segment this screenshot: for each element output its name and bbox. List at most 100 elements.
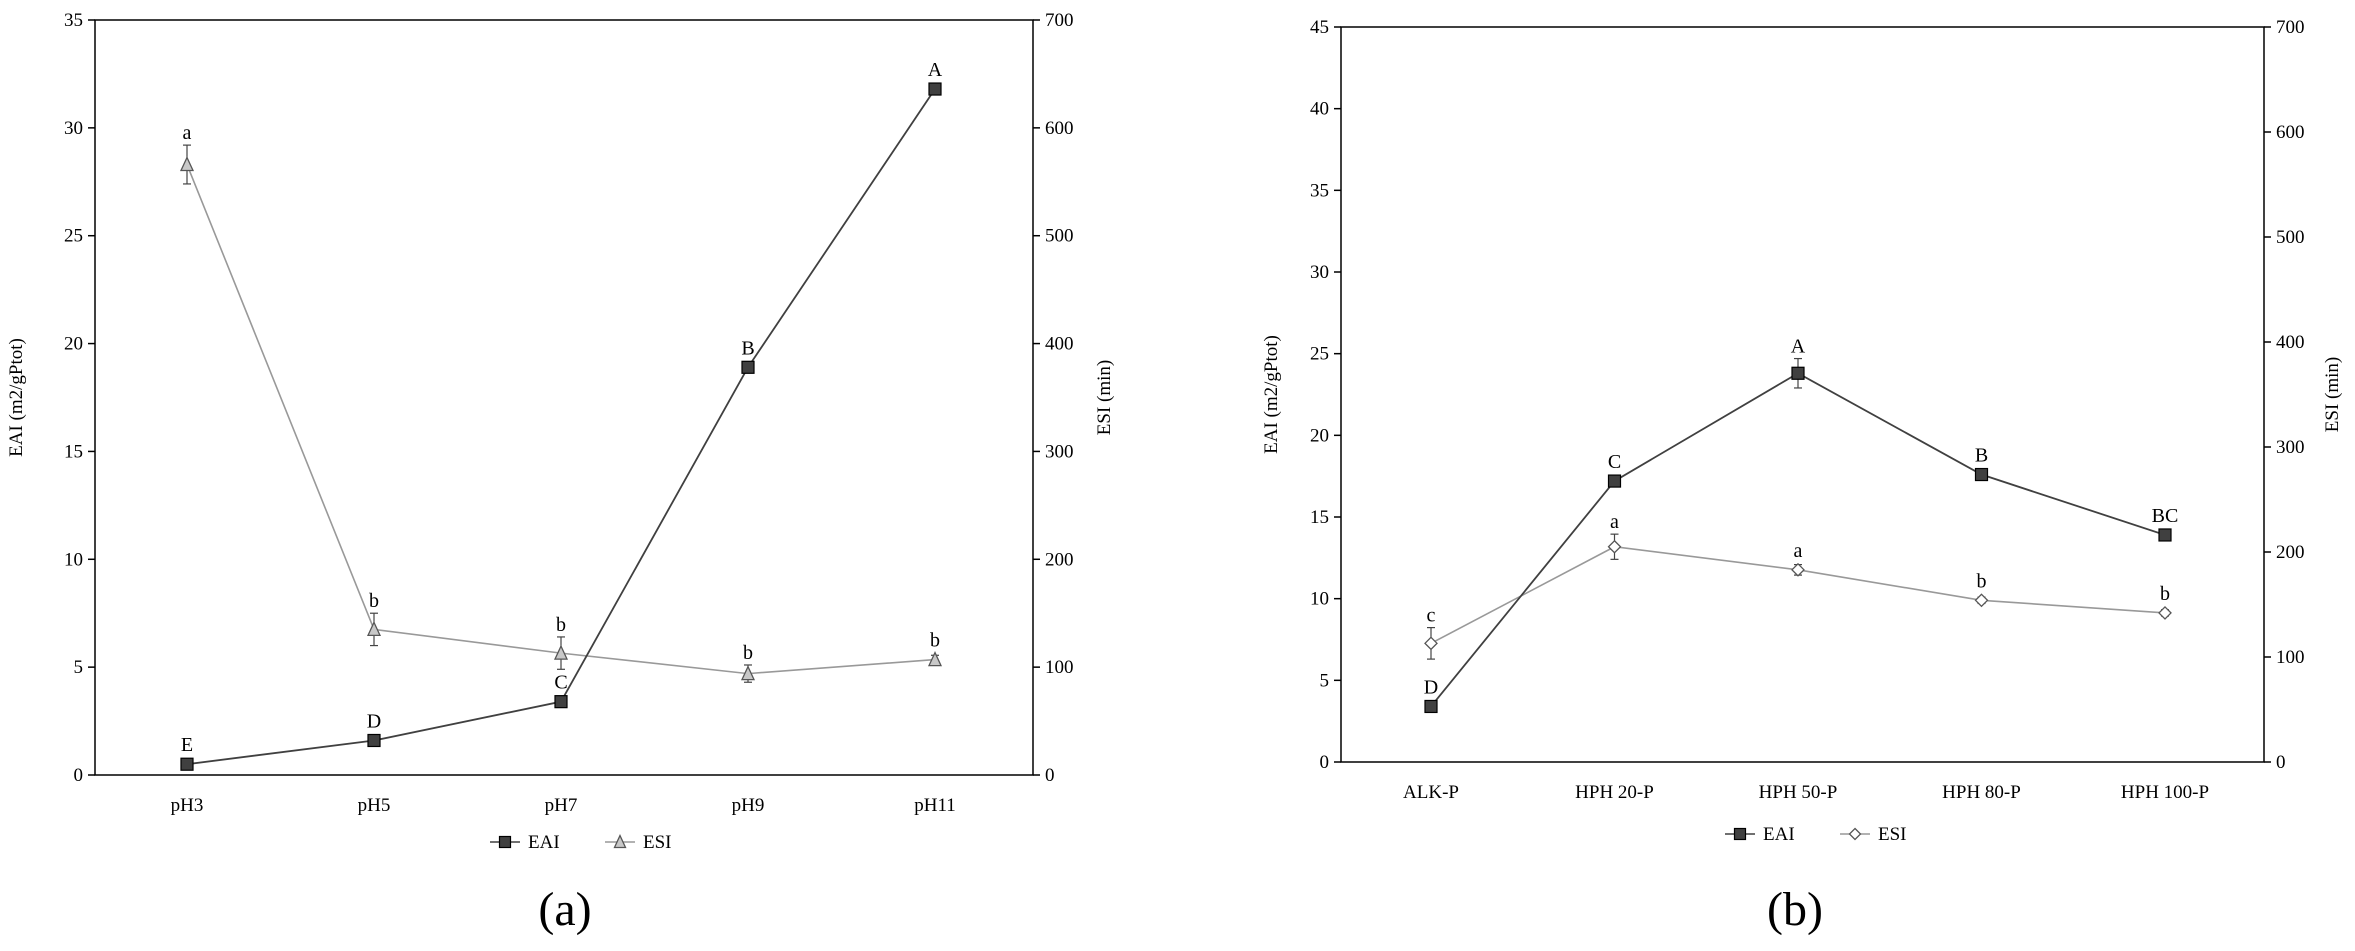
y-tick-label: 5 [74,657,84,678]
y-tick-label: 10 [1310,589,1329,610]
data-point-esi [1974,593,1989,608]
significance-label-eai: A [1791,336,1806,358]
y-tick-label: 15 [1310,507,1329,528]
x-tick-label: HPH 50-P [1759,782,1838,803]
legend-label-esi: ESI [643,832,672,853]
data-point-eai [928,82,942,96]
significance-label-eai: C [1608,451,1621,473]
y-tick-label: 20 [1310,425,1329,446]
data-point-esi [1791,562,1805,577]
significance-label-eai: BC [2152,505,2179,527]
y-axis-title: EAI (m2/gPtot) [6,338,27,457]
y-tick-label: 35 [64,10,83,31]
significance-label-eai: D [367,710,381,732]
x-tick-label: pH11 [914,795,956,816]
y2-tick-label: 300 [1045,441,1074,462]
panel-caption: (b) [1767,883,1823,936]
significance-label-esi: b [2160,583,2170,605]
legend: EAI ESI [490,832,672,853]
significance-label-eai: D [1424,676,1438,698]
legend-marker-eai [1733,827,1747,841]
data-point-eai [554,695,568,709]
x-tick-label: pH9 [732,795,765,816]
y2-tick-label: 600 [2276,122,2305,143]
y2-tick-label: 200 [2276,542,2305,563]
y2-tick-label: 200 [1045,549,1074,570]
y-tick-label: 40 [1310,99,1329,120]
significance-label-eai: C [554,672,567,694]
data-point-eai [367,733,381,748]
data-point-eai [1607,474,1622,488]
significance-label-esi: b [369,590,379,612]
significance-label-eai: B [1975,445,1988,467]
legend-label-eai: EAI [528,832,560,853]
significance-label-eai: B [741,337,754,359]
y2-tick-label: 600 [1045,118,1074,139]
plot-area-frame [1340,26,2265,763]
significance-label-esi: b [556,614,566,636]
panel-caption: (a) [538,883,591,936]
y2-tick-label: 400 [2276,332,2305,353]
data-point-esi [2158,605,2172,620]
significance-label-eai: A [928,59,943,81]
y-tick-label: 0 [1320,752,1330,773]
y2-tick-label: 500 [2276,227,2305,248]
y2-tick-label: 0 [1045,765,1055,786]
data-point-eai [741,360,755,374]
significance-label-esi: c [1427,605,1436,627]
y2-axis-title: ESI (min) [2322,357,2343,432]
y2-tick-label: 100 [2276,647,2305,668]
y-tick-label: 15 [64,441,83,462]
x-tick-label: ALK-P [1403,782,1459,803]
legend-label-eai: EAI [1763,824,1795,845]
data-point-esi [1424,636,1438,651]
x-tick-label: pH5 [358,795,391,816]
legend-marker-esi [613,833,627,849]
y-tick-label: 30 [1310,262,1329,283]
y2-tick-label: 500 [1045,226,1074,247]
x-tick-label: pH7 [545,795,578,816]
significance-label-esi: a [1610,511,1619,533]
y2-tick-label: 100 [1045,657,1074,678]
data-point-eai [180,757,194,771]
y2-tick-label: 300 [2276,437,2305,458]
significance-label-esi: b [1977,570,1987,592]
y2-tick-label: 700 [2276,17,2305,38]
data-point-esi [740,665,756,681]
data-point-esi [366,620,382,637]
y-tick-label: 20 [64,334,83,355]
y2-tick-label: 400 [1045,334,1074,355]
x-tick-label: HPH 80-P [1942,782,2021,803]
x-tick-label: HPH 20-P [1575,782,1654,803]
y-tick-label: 10 [64,549,83,570]
y2-tick-label: 700 [1045,10,1074,31]
data-point-eai [1791,366,1805,380]
y-tick-label: 30 [64,118,83,139]
plot-area-frame [94,19,1034,776]
y-tick-label: 0 [74,765,84,786]
x-tick-label: HPH 100-P [2121,782,2209,803]
data-point-esi [1607,539,1622,554]
y-tick-label: 25 [64,226,83,247]
data-point-eai [1974,467,1989,482]
significance-label-esi: b [743,642,753,664]
y-tick-label: 35 [1310,180,1329,201]
data-point-esi [179,155,195,172]
y-tick-label: 25 [1310,344,1329,365]
legend-marker-eai [498,835,512,849]
legend-label-esi: ESI [1878,824,1907,845]
series-line-esi [186,164,936,675]
legend-marker-esi [1848,827,1862,841]
chart-panel-a: 0 5 10 15 20 25 30 35 0 100 200 300 400 500 600 700 pH3 p… [6,10,1115,936]
y-tick-label: 45 [1310,17,1329,38]
significance-label-esi: a [1794,540,1803,562]
significance-label-esi: a [183,122,192,144]
chart-panel-b: 0 5 10 15 20 25 30 35 40 45 0 100 200 300 400 500 600 700… [1261,17,2343,936]
data-point-eai [1424,699,1438,714]
y2-tick-label: 0 [2276,752,2286,773]
legend: EAI ESI [1725,824,1907,845]
y2-axis-title: ESI (min) [1094,360,1115,435]
data-point-esi [553,644,569,660]
significance-label-esi: b [930,630,940,652]
